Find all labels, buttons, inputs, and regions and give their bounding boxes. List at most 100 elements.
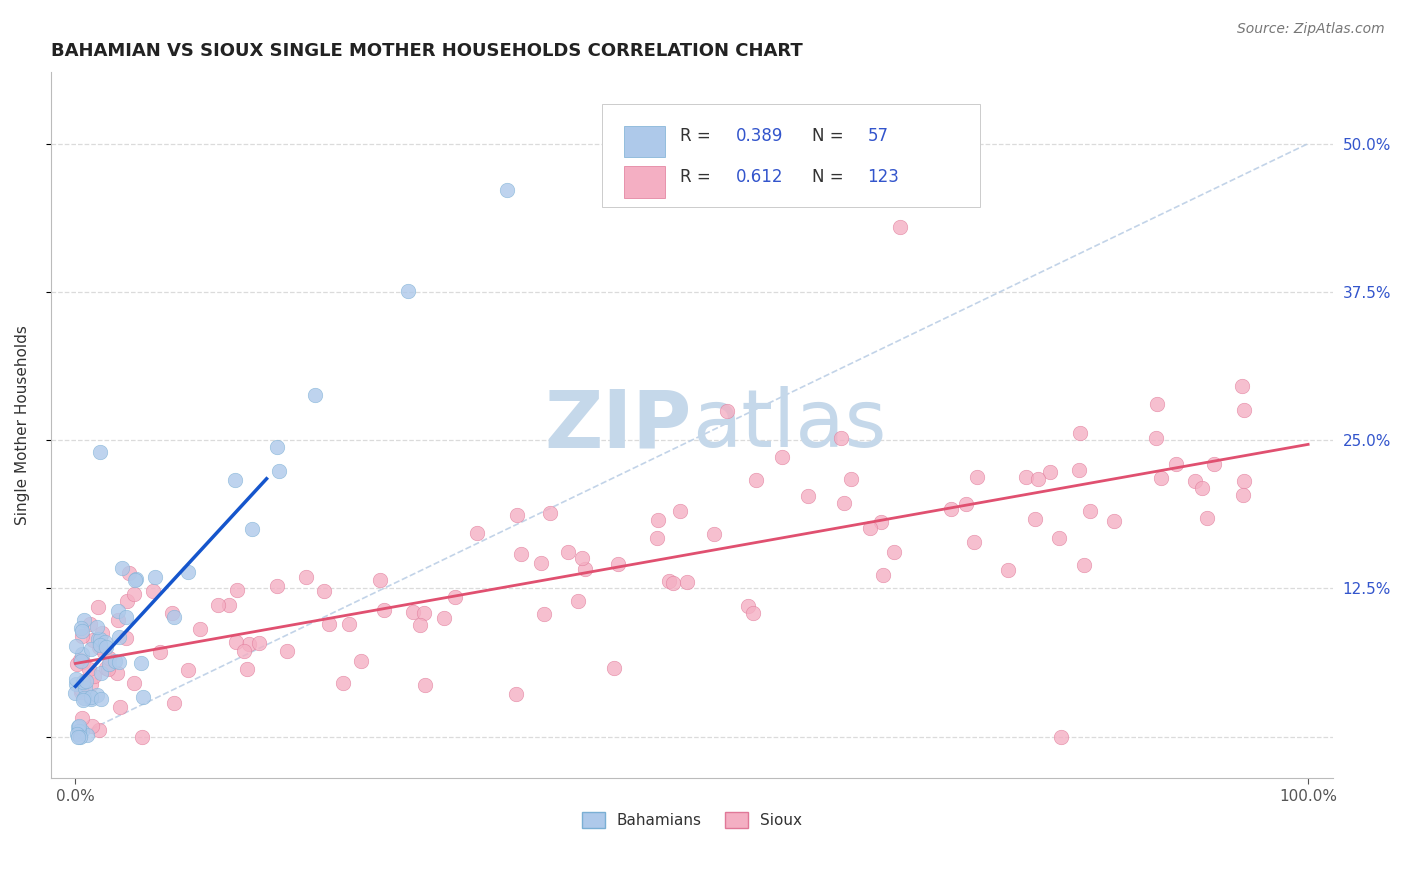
Point (79, 617, 101, 632)
Point (115, 593, 138, 607)
Point (337, 617, 360, 632)
Point (1069, 463, 1091, 477)
Point (619, 136, 641, 151)
Point (859, 521, 882, 535)
Point (108, 699, 131, 714)
Point (224, 473, 246, 487)
Point (1026, 472, 1049, 486)
Point (1230, 379, 1253, 393)
Point (160, 606, 183, 620)
Point (647, 513, 669, 527)
Point (67, 719, 90, 733)
Point (69, 653, 91, 667)
Point (506, 508, 529, 523)
Point (602, 661, 624, 675)
Point (737, 599, 759, 614)
Point (143, 570, 166, 584)
Point (872, 567, 894, 582)
Point (1049, 730, 1071, 744)
Point (163, 696, 186, 710)
Point (70, 684, 93, 698)
Point (86, 688, 108, 702)
Point (89, 445, 111, 459)
Text: ZIP: ZIP (544, 386, 692, 465)
Point (509, 547, 531, 561)
Point (89, 638, 111, 652)
Point (295, 570, 318, 584)
Text: R =: R = (681, 128, 716, 145)
Point (870, 516, 893, 530)
Point (72, 723, 94, 738)
Point (496, 183, 519, 197)
Point (90, 692, 112, 706)
Point (66, 730, 89, 744)
Point (80, 719, 103, 733)
Point (247, 636, 270, 650)
Point (87, 640, 110, 654)
Point (312, 584, 335, 599)
Point (745, 473, 768, 487)
Point (402, 605, 425, 619)
Point (396, 285, 419, 299)
Point (90, 666, 112, 681)
Point (177, 565, 200, 579)
Point (70, 711, 93, 725)
FancyBboxPatch shape (624, 167, 665, 198)
Point (70, 647, 93, 661)
Point (65, 686, 87, 700)
Point (89, 632, 111, 646)
Point (72, 656, 94, 670)
Text: 123: 123 (868, 169, 900, 186)
Text: 57: 57 (868, 128, 889, 145)
Point (716, 403, 738, 417)
Point (832, 496, 855, 510)
Point (238, 637, 260, 651)
Point (89, 723, 111, 737)
Point (1102, 514, 1125, 528)
Point (66, 727, 89, 741)
Point (415, 678, 437, 692)
Point (530, 556, 553, 570)
Point (661, 576, 683, 591)
Point (98, 651, 121, 665)
Point (796, 489, 818, 503)
Point (567, 594, 589, 608)
Point (941, 501, 963, 516)
Point (1184, 474, 1206, 488)
Point (87, 632, 110, 647)
Point (73, 681, 96, 695)
Point (93, 645, 115, 659)
Point (465, 526, 488, 541)
Text: N =: N = (813, 169, 849, 186)
Point (1039, 465, 1062, 479)
Point (70, 624, 93, 638)
Point (412, 606, 434, 620)
Point (76, 673, 98, 688)
Point (97, 662, 120, 676)
Point (444, 590, 467, 604)
Text: R =: R = (681, 169, 716, 186)
Point (236, 662, 259, 676)
Point (266, 440, 288, 454)
Point (966, 470, 988, 484)
Point (1233, 403, 1256, 417)
Point (1233, 474, 1256, 488)
Point (107, 604, 129, 618)
Point (66, 719, 89, 733)
Point (533, 607, 555, 622)
Point (955, 497, 977, 511)
Point (1146, 397, 1168, 411)
Point (332, 676, 354, 690)
Point (94, 640, 117, 654)
Point (225, 635, 247, 649)
Point (66, 657, 89, 672)
Point (79, 677, 101, 691)
Point (107, 614, 129, 628)
Point (1232, 488, 1254, 502)
Point (73, 613, 96, 627)
Point (368, 573, 391, 587)
Point (72, 675, 94, 690)
Point (72, 692, 94, 706)
Point (105, 665, 128, 680)
Point (770, 450, 793, 464)
